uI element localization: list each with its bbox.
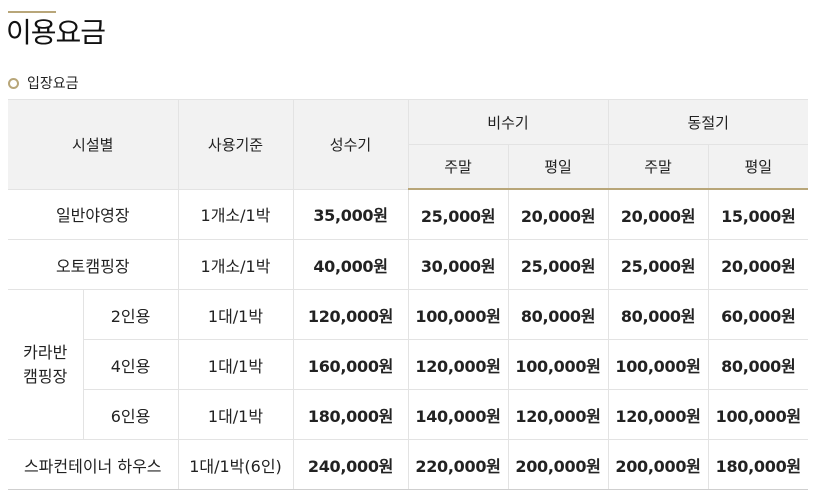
basis-cell: 1대/1박	[177, 289, 294, 340]
group-label-line: 캠핑장	[23, 366, 68, 386]
price-shoulder-weekday: 60,000원	[707, 289, 808, 340]
basis-cell: 1대/1박	[177, 389, 294, 440]
header-subrow: 주말 평일 주말 평일	[8, 144, 808, 190]
price-shoulder-weekend: 200,000원	[607, 439, 709, 490]
header-basis: 사용기준	[177, 99, 294, 190]
facility-cell: 오토캠핑장	[8, 239, 179, 290]
table-row: 일반야영장 1개소/1박 35,000원 25,000원 20,000원 20,…	[8, 188, 808, 240]
header-off-peak-weekend: 주말	[408, 144, 509, 190]
price-off-peak-weekday: 80,000원	[507, 289, 609, 340]
header-off-peak: 비수기	[407, 99, 609, 145]
price-shoulder-weekday: 15,000원	[707, 188, 808, 240]
header-shoulder-weekend: 주말	[607, 144, 709, 190]
price-peak: 40,000원	[292, 239, 409, 290]
fee-table: 시설별 사용기준 성수기 비수기 동절기 주말 평일 주말 평일 일반야영장 1…	[8, 99, 808, 490]
table-row: 스파컨테이너 하우스 1대/1박(6인) 240,000원 220,000원 2…	[8, 439, 808, 490]
price-off-peak-weekend: 25,000원	[407, 188, 509, 240]
price-shoulder-weekend: 25,000원	[607, 239, 709, 290]
price-peak: 240,000원	[292, 439, 409, 490]
header-facility: 시설별	[8, 99, 179, 190]
price-shoulder-weekday: 20,000원	[707, 239, 808, 290]
header-off-peak-weekday: 평일	[507, 144, 609, 190]
header-shoulder-weekday: 평일	[707, 144, 808, 190]
price-off-peak-weekend: 140,000원	[407, 389, 509, 440]
section-heading: 입장요금	[8, 73, 79, 93]
price-shoulder-weekend: 120,000원	[607, 389, 709, 440]
price-off-peak-weekend: 100,000원	[407, 289, 509, 340]
group-cell-caravan: 카라반 캠핑장	[8, 289, 84, 440]
price-shoulder-weekend: 80,000원	[607, 289, 709, 340]
price-off-peak-weekday: 200,000원	[507, 439, 609, 490]
price-off-peak-weekday: 100,000원	[507, 339, 609, 390]
table-row: 4인용 1대/1박 160,000원 120,000원 100,000원 100…	[8, 339, 808, 390]
price-peak: 35,000원	[292, 188, 409, 240]
facility-cell: 2인용	[82, 289, 179, 340]
basis-cell: 1개소/1박	[177, 188, 294, 240]
facility-cell: 일반야영장	[8, 188, 179, 240]
basis-cell: 1대/1박(6인)	[177, 439, 294, 490]
facility-cell: 4인용	[83, 339, 179, 390]
title-accent-bar	[8, 11, 56, 13]
section-label: 입장요금	[27, 76, 79, 92]
header-row: 시설별 사용기준 성수기 비수기 동절기	[8, 99, 808, 190]
price-shoulder-weekday: 80,000원	[707, 339, 808, 390]
header-shoulder: 동절기	[607, 99, 808, 145]
page-title: 이용요금	[6, 16, 106, 49]
price-shoulder-weekday: 180,000원	[707, 439, 808, 490]
price-shoulder-weekend: 20,000원	[607, 188, 709, 240]
price-off-peak-weekend: 30,000원	[407, 239, 509, 290]
price-shoulder-weekend: 100,000원	[607, 339, 709, 390]
basis-cell: 1대/1박	[177, 339, 294, 390]
table-row: 오토캠핑장 1개소/1박 40,000원 30,000원 25,000원 25,…	[8, 239, 808, 290]
facility-cell: 6인용	[83, 389, 179, 440]
price-off-peak-weekend: 120,000원	[407, 339, 509, 390]
price-off-peak-weekday: 20,000원	[507, 188, 609, 240]
table-row: 6인용 1대/1박 180,000원 140,000원 120,000원 120…	[8, 389, 808, 440]
price-peak: 120,000원	[292, 289, 409, 340]
circle-bullet-icon	[8, 77, 19, 89]
price-off-peak-weekday: 120,000원	[507, 389, 609, 440]
header-peak: 성수기	[292, 99, 409, 190]
price-peak: 160,000원	[292, 339, 409, 390]
price-shoulder-weekday: 100,000원	[707, 389, 808, 440]
price-off-peak-weekend: 220,000원	[407, 439, 509, 490]
basis-cell: 1개소/1박	[177, 239, 294, 290]
price-off-peak-weekday: 25,000원	[507, 239, 609, 290]
price-peak: 180,000원	[292, 389, 409, 440]
facility-cell: 스파컨테이너 하우스	[8, 439, 179, 490]
group-label-line: 카라반	[23, 342, 68, 362]
table-row: 카라반 캠핑장 2인용 1대/1박 120,000원 100,000원 80,0…	[8, 289, 808, 440]
